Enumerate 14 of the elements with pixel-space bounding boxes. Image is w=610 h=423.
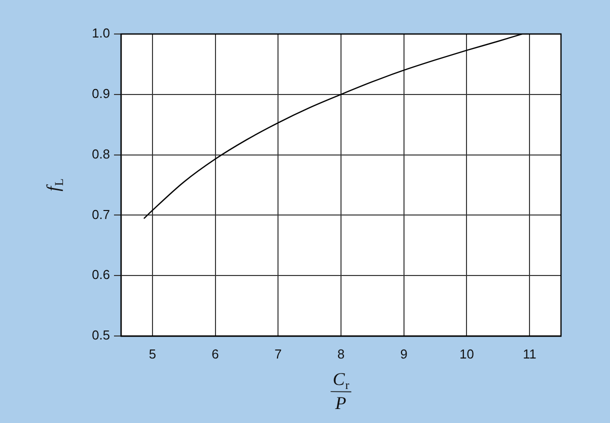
x-tick-label: 9 (400, 346, 408, 362)
y-tick-label: 0.8 (92, 146, 110, 162)
y-tick-label: 0.5 (92, 328, 110, 343)
y-tick-label: 1.0 (92, 26, 110, 41)
x-tick-label: 5 (148, 346, 156, 362)
y-tick-label: 0.9 (92, 86, 110, 101)
y-tick-label: 0.6 (92, 267, 110, 282)
x-tick-label: 6 (212, 346, 219, 362)
y-tick-label: 0.7 (92, 206, 110, 222)
x-tick-label: 8 (337, 346, 345, 362)
x-tick-label: 11 (522, 346, 536, 362)
y-axis-title: fL (43, 178, 66, 192)
x-tick-label: 10 (459, 346, 474, 362)
x-tick-label: 7 (274, 346, 282, 362)
